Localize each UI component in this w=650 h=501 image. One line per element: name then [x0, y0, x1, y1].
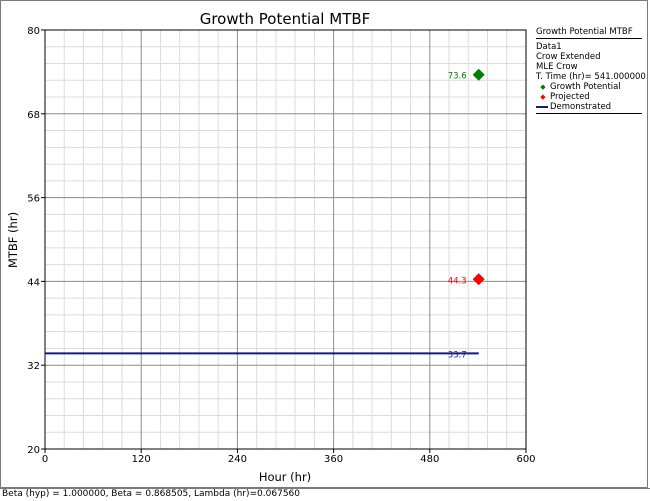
y-tick-label: 32 [27, 361, 40, 372]
y-tick-label: 20 [27, 445, 40, 456]
x-tick-label: 120 [132, 454, 151, 465]
x-tick-label: 600 [516, 454, 535, 465]
x-tick-label: 240 [228, 454, 247, 465]
legend-entry-projected: ◆ Projected [536, 92, 642, 102]
major-grid [45, 30, 526, 449]
y-axis-label: MTBF (hr) [6, 212, 20, 268]
chart-frame [0, 0, 648, 488]
diamond-icon: ◆ [540, 83, 546, 91]
chart-title: Growth Potential MTBF [200, 10, 371, 28]
status-bar [0, 488, 650, 501]
legend-entry-label: Projected [550, 92, 590, 102]
chart-canvas: 0 120 240 360 480 600 20 32 44 56 68 80 73.6 44.3 33… [6, 10, 536, 484]
legend-info-line: Crow Extended [536, 52, 601, 62]
line-icon [536, 106, 548, 108]
data-label: 33.7 [448, 350, 467, 360]
data-label: 44.3 [448, 276, 467, 286]
legend-title: Growth Potential MTBF [536, 27, 642, 39]
y-tick-label: 56 [27, 194, 40, 205]
x-tick-label: 480 [420, 454, 439, 465]
legend-info-line: Data1 [536, 42, 562, 52]
legend-info-line: T. Time (hr)= 541.000000 [536, 72, 646, 82]
x-axis-label: Hour (hr) [259, 470, 311, 484]
data-label: 73.6 [448, 72, 467, 82]
legend-entry-demonstrated: Demonstrated [536, 102, 642, 114]
minor-grid [45, 30, 526, 449]
y-axis-ticks: 20 32 44 56 68 80 [27, 26, 45, 456]
legend-entry-label: Demonstrated [550, 102, 612, 112]
x-tick-label: 0 [42, 454, 48, 465]
diamond-icon: ◆ [540, 93, 546, 101]
status-text: Beta (hyp) = 1.000000, Beta = 0.868505, … [2, 489, 301, 499]
y-tick-label: 68 [27, 110, 40, 121]
legend-info-line: MLE Crow [536, 62, 578, 72]
legend: Growth Potential MTBF Data1 Crow Extende… [536, 27, 646, 114]
x-tick-label: 360 [324, 454, 343, 465]
y-tick-label: 80 [27, 26, 40, 37]
data-point-growth-potential [472, 68, 485, 81]
data-point-projected [472, 273, 485, 286]
x-axis-ticks: 0 120 240 360 480 600 [42, 449, 536, 465]
y-tick-label: 44 [27, 277, 40, 288]
legend-entry-growth-potential: ◆ Growth Potential [536, 82, 642, 92]
plot-area [44, 29, 527, 450]
series-layer: 73.6 44.3 33.7 [45, 68, 485, 360]
legend-entry-label: Growth Potential [550, 82, 621, 92]
